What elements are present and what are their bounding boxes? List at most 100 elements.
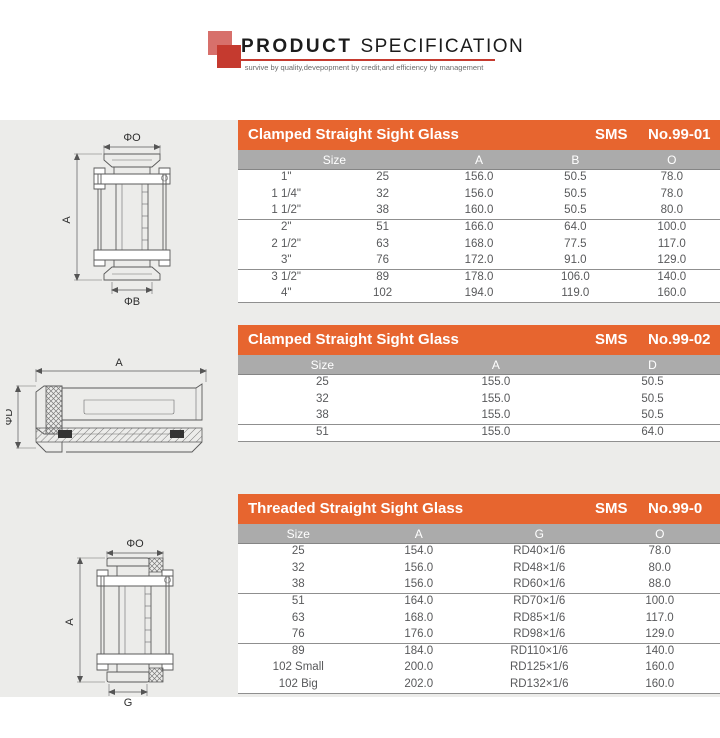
dim-label-a2: A: [115, 357, 123, 369]
table-cell: 2": [280, 221, 292, 234]
dim-label-a: A: [61, 216, 73, 224]
dimension-table: Size A G O 25 154.0 RD40×1/6 78.0 32 156.0 RD48×1/…: [238, 524, 720, 694]
table-row: 32 156.0 RD48×1/6 80.0: [238, 560, 720, 576]
table-cell: 80.0: [623, 202, 720, 220]
table-cell: 3 1/2": [271, 271, 302, 284]
dim-label-a3: A: [64, 618, 76, 626]
dim-label-g: G: [124, 697, 133, 708]
table-cell: 160.0: [430, 202, 528, 220]
table-cell: 78.0: [660, 187, 683, 200]
column-header-row: Size A D: [238, 355, 720, 375]
table-cell: 32: [291, 561, 305, 574]
table-cell: 1 1/2": [238, 202, 335, 220]
table-cell: RD98×1/6: [479, 626, 600, 644]
table-cell: 102 Small: [272, 661, 324, 674]
table-row: 4" 102 194.0 119.0 160.0: [238, 286, 720, 304]
standard-label: SMS: [595, 331, 628, 348]
table-cell: 154.0: [404, 545, 434, 558]
doc-number: No.99-01: [648, 126, 711, 143]
table-cell: 50.5: [564, 171, 587, 184]
table-cell: RD110×1/6: [510, 645, 569, 658]
standard-label: SMS: [595, 500, 628, 517]
column-header: O: [623, 150, 720, 170]
dimension-table: Size A D 25 155.0 50.5 32 155.0 50.5 38 155.0 50.5 5…: [238, 355, 720, 443]
column-header: Size: [238, 524, 359, 544]
table-cell: 1 1/4": [271, 187, 302, 200]
table-title-bar: Clamped Straight Sight Glass SMS No.99-0…: [238, 325, 720, 355]
table-row: 1" 25 156.0 50.5 78.0: [238, 170, 720, 187]
table-row: 3 1/2" 89 178.0 106.0 140.0: [238, 269, 720, 286]
table-cell: 76: [334, 252, 431, 270]
logo-square-front: [217, 45, 241, 68]
table-cell: RD60×1/6: [479, 576, 600, 594]
table-cell: 155.0: [481, 392, 511, 405]
standard-label: SMS: [595, 126, 628, 143]
table-cell: 51: [376, 221, 389, 234]
table-cell: 100.0: [657, 221, 687, 234]
table-cell: 38: [334, 202, 431, 220]
dimension-table: Size A B O 1" 25 156.0 50.5 78.0 1 1/4" 32 156.0 50.…: [238, 150, 720, 304]
table-row: 76 176.0 RD98×1/6 129.0: [238, 626, 720, 644]
table-cell: 51: [238, 424, 407, 443]
table-cell: 38: [238, 576, 359, 594]
table-cell: RD40×1/6: [513, 545, 566, 558]
table-cell: 129.0: [599, 626, 720, 644]
table-cell: 3": [238, 252, 335, 270]
column-header: Size: [238, 355, 407, 375]
table-cell: 91.0: [527, 252, 624, 270]
table-cell: RD70×1/6: [513, 595, 566, 608]
technical-drawing-clamped-side-view: ΦO: [44, 130, 202, 313]
table-cell: 88.0: [599, 576, 720, 594]
table-title: Clamped Straight Sight Glass: [248, 331, 459, 348]
table-row: 102 Big 202.0 RD132×1/6 160.0: [238, 676, 720, 694]
table-cell: 102 Big: [238, 676, 359, 694]
table-cell: 63: [291, 611, 305, 624]
table-cell: 166.0: [464, 221, 494, 234]
table-cell: 2 1/2": [271, 237, 302, 250]
table-cell: 160.0: [623, 286, 720, 304]
table-title: Threaded Straight Sight Glass: [248, 500, 464, 517]
table-cell: 200.0: [404, 661, 434, 674]
table-cell: 25: [291, 545, 305, 558]
table-row: 25 154.0 RD40×1/6 78.0: [238, 544, 720, 561]
table-cell: 156.0: [404, 561, 434, 574]
table-cell: 156.0: [464, 171, 494, 184]
table-cell: 102: [334, 286, 431, 304]
table-cell: 50.5: [564, 187, 587, 200]
table-cell: 155.0: [406, 424, 586, 443]
table-row: 63 168.0 RD85×1/6 117.0: [238, 610, 720, 626]
table-cell: 76: [238, 626, 359, 644]
dim-label-phi-d: ΦD: [6, 409, 15, 426]
table-row: 3" 76 172.0 91.0 129.0: [238, 252, 720, 270]
table-cell: 168.0: [404, 611, 434, 624]
table-cell: 140.0: [657, 271, 687, 284]
table-cell: 172.0: [430, 252, 528, 270]
table-cell: 156.0: [358, 576, 479, 594]
dim-label-phi-o2: ΦO: [126, 538, 144, 550]
spec-table-clamped-1: Clamped Straight Sight Glass SMS No.99-0…: [238, 120, 720, 304]
page-title: PRODUCT SPECIFICATION: [241, 36, 524, 58]
technical-drawing-cross-section: A ΦD: [3, 356, 214, 463]
doc-number: No.99-0: [648, 500, 703, 517]
header-divider: [233, 59, 495, 61]
table-cell: 63: [376, 237, 389, 250]
table-cell: 32: [376, 187, 389, 200]
table-cell: 176.0: [358, 626, 479, 644]
table-cell: RD85×1/6: [513, 611, 566, 624]
table-cell: 119.0: [527, 286, 624, 304]
column-header: A: [406, 355, 586, 375]
column-header: D: [585, 355, 720, 375]
table-row: 2" 51 166.0 64.0 100.0: [238, 219, 720, 236]
table-cell: 4": [238, 286, 335, 304]
doc-number: No.99-02: [648, 331, 711, 348]
table-cell: 78.0: [648, 545, 671, 558]
spec-table-clamped-2: Clamped Straight Sight Glass SMS No.99-0…: [238, 325, 720, 443]
clamped-side-view-svg: ΦO: [61, 132, 202, 308]
table-cell: 202.0: [358, 676, 479, 694]
table-row: 102 Small 200.0 RD125×1/6 160.0: [238, 660, 720, 676]
table-cell: 140.0: [645, 645, 675, 658]
cross-section-svg: A ΦD: [3, 357, 207, 458]
table-row: 38 155.0 50.5: [238, 407, 720, 425]
table-row: 1 1/4" 32 156.0 50.5 78.0: [238, 186, 720, 202]
spec-table-threaded: Threaded Straight Sight Glass SMS No.99-…: [238, 494, 720, 694]
